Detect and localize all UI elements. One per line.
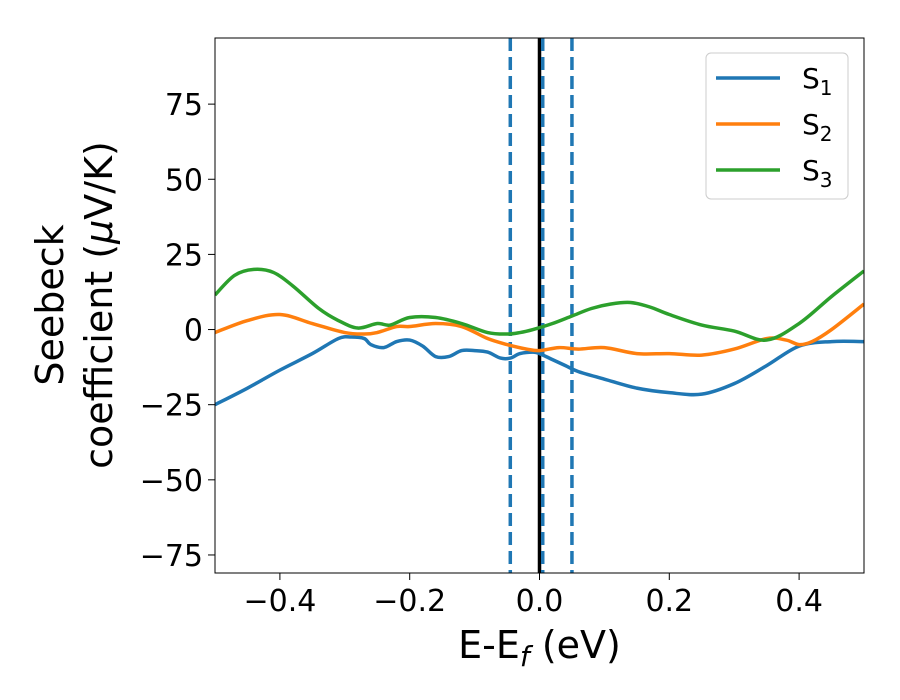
y-axis-label: Seebeck coefficient (μV/K): [28, 141, 121, 469]
vertical-reference-lines: [508, 38, 574, 573]
x-axis-label: E-Ef (eV): [458, 623, 621, 673]
y-tick-label: −25: [140, 389, 203, 424]
y-tick-label: −75: [140, 539, 203, 574]
legend-box: [705, 52, 849, 200]
x-tick-label: 0.4: [775, 584, 823, 619]
y-axis-label-line2: coefficient (μV/K): [77, 141, 121, 469]
y-axis-label-line1: Seebeck: [28, 224, 72, 385]
y-tick-label: 75: [165, 88, 203, 123]
legend-label-s1: S1: [802, 62, 833, 100]
legend: S1 S2 S3: [705, 52, 849, 200]
y-tick-label: 0: [184, 314, 203, 349]
y-tick-label: 25: [165, 238, 203, 273]
y-tick-label: −50: [140, 464, 203, 499]
x-tick-label: 0.2: [645, 584, 693, 619]
y-tick-label: 50: [165, 163, 203, 198]
plot-area: [215, 38, 864, 573]
x-tick-label: −0.2: [373, 584, 446, 619]
x-tick-label: −0.4: [243, 584, 316, 619]
series-layer: [215, 267, 864, 407]
series-line-s1: [215, 335, 864, 407]
legend-label-s3: S3: [802, 154, 833, 192]
legend-label-s2: S2: [802, 108, 833, 146]
x-tick-label: 0.0: [516, 584, 564, 619]
ticks-layer: −0.4 −0.2 0.0 0.2 0.4 −75 −50 −25 0 25 50 75: [140, 88, 823, 619]
series-line-s3: [215, 267, 864, 342]
